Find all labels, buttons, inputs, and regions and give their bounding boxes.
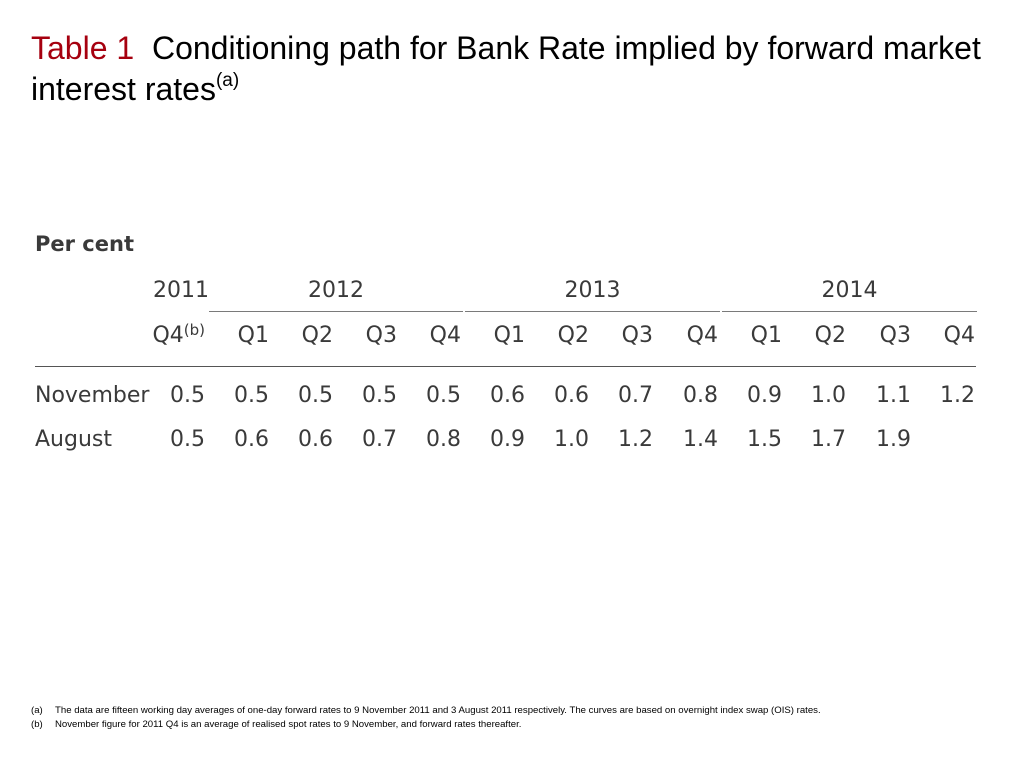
table-cell: 1.7 [811,427,846,452]
table-cell: 0.5 [170,427,205,452]
table-cell: 1.5 [747,427,782,452]
footnotes: (a) The data are fifteen working day ave… [31,704,1001,732]
quarter-header: Q3 [337,323,397,348]
quarter-label: Q3 [879,323,911,348]
quarter-label: Q4 [152,323,184,348]
quarter-header: Q3 [851,323,911,348]
footnote-text: The data are fifteen working day average… [55,705,821,716]
quarter-header: Q4 [401,323,461,348]
quarter-label: Q2 [301,323,333,348]
quarter-header: Q1 [722,323,782,348]
title-text: Conditioning path for Bank Rate implied … [31,30,981,107]
year-header: 2013 [564,278,621,303]
quarter-label: Q1 [750,323,782,348]
year-header: 2012 [308,278,364,303]
table-cell: 1.0 [554,427,589,452]
quarter-label: Q2 [557,323,589,348]
quarter-label: Q2 [814,323,846,348]
quarter-header: Q4 [658,323,718,348]
footnote-b: (b) November figure for 2011 Q4 is an av… [31,718,1001,732]
year-header: 2011 [153,278,209,303]
quarter-label: Q4 [429,323,461,348]
quarter-header: Q4 [915,323,975,348]
year-header: 2014 [821,278,878,303]
slide-title: Table 1 Conditioning path for Bank Rate … [31,28,991,110]
title-note-mark: (a) [215,70,240,91]
year-group-rule [722,311,977,312]
quarter-header: Q2 [273,323,333,348]
table-cell: 0.6 [554,383,589,408]
quarter-label: Q3 [621,323,653,348]
year-group-rule [209,311,463,312]
table-cell: 0.5 [298,383,333,408]
quarter-note-mark: (b) [183,321,205,339]
header-rule [35,366,976,367]
footnote-a: (a) The data are fifteen working day ave… [31,704,1001,718]
quarter-label: Q1 [493,323,525,348]
table-cell: 0.6 [298,427,333,452]
quarter-header: Q4(b) [125,321,205,349]
quarter-header: Q1 [465,323,525,348]
footnote-text: November figure for 2011 Q4 is an averag… [55,719,522,730]
quarter-label: Q1 [237,323,269,348]
row-label: November [35,383,150,408]
table-cell: 0.7 [362,427,397,452]
table-cell: 0.9 [490,427,525,452]
table-cell: 1.0 [811,383,846,408]
footnote-mark: (b) [31,719,43,730]
table-cell: 1.2 [618,427,653,452]
table-cell: 0.5 [426,383,461,408]
table-cell: 1.9 [876,427,911,452]
quarter-header: Q3 [593,323,653,348]
table-cell: 0.5 [234,383,269,408]
quarter-label: Q4 [686,323,718,348]
year-group-rule [465,311,720,312]
table-cell: 0.6 [234,427,269,452]
table-cell: 1.2 [940,383,975,408]
table-cell: 1.1 [876,383,911,408]
table-cell: 0.6 [490,383,525,408]
table-cell: 0.7 [618,383,653,408]
table-cell: 0.8 [683,383,718,408]
table-cell: 0.8 [426,427,461,452]
units-label: Per cent [35,232,134,256]
row-label: August [35,427,112,452]
quarter-header: Q1 [209,323,269,348]
table-cell: 0.9 [747,383,782,408]
table-cell: 0.5 [170,383,205,408]
footnote-mark: (a) [31,705,43,716]
table-cell: 0.5 [362,383,397,408]
quarter-label: Q4 [943,323,975,348]
quarter-header: Q2 [786,323,846,348]
quarter-label: Q3 [365,323,397,348]
table-number: Table 1 [31,30,135,66]
table-cell: 1.4 [683,427,718,452]
quarter-header: Q2 [529,323,589,348]
